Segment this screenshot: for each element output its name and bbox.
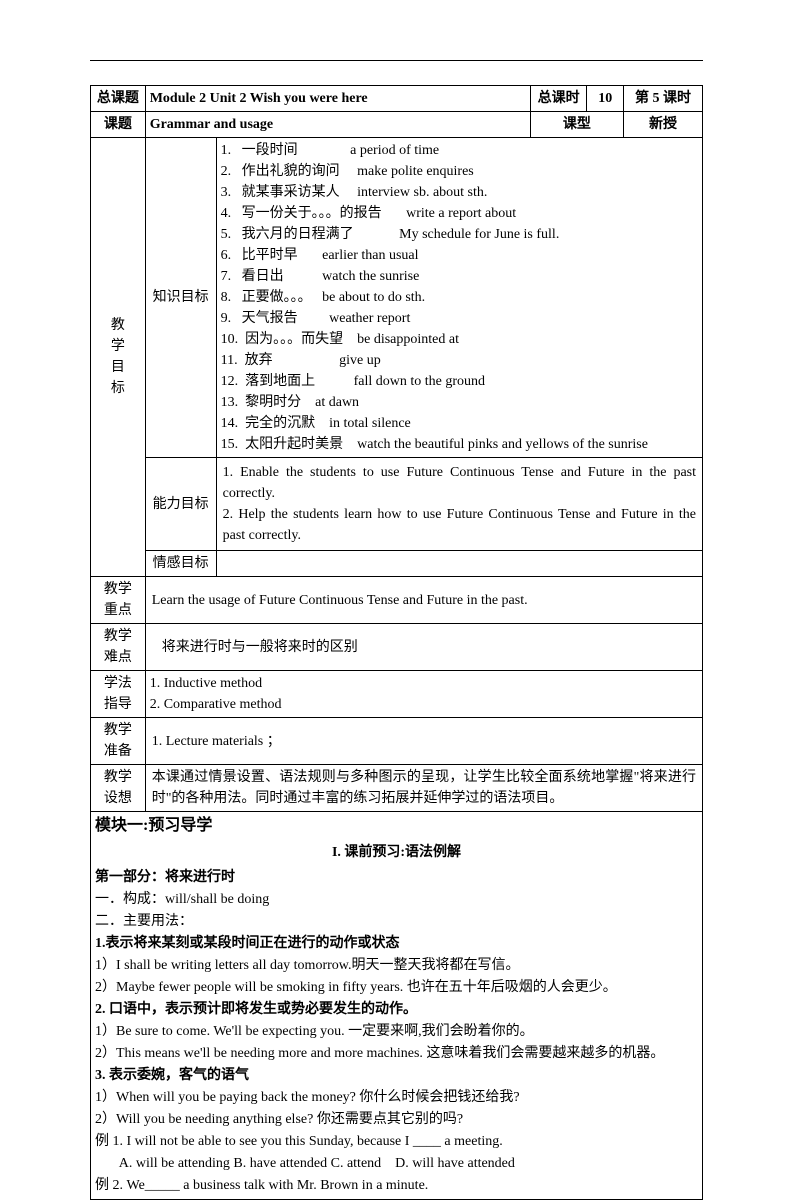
shexiang-text: 本课通过情景设置、语法规则与多种图示的呈现，让学生比较全面系统地掌握"将来进行时… bbox=[145, 765, 702, 812]
u1-title: 1.表示将来某刻或某段时间正在进行的动作或状态 bbox=[95, 933, 698, 954]
nandian-label: 教学难点 bbox=[91, 624, 146, 671]
kexing-label: 课型 bbox=[530, 112, 623, 138]
nandian-text: 将来进行时与一般将来时的区别 bbox=[145, 624, 702, 671]
u2-1: 1）Be sure to come. We'll be expecting yo… bbox=[95, 1021, 698, 1042]
zhunbei-text: 1. Lecture materials ； bbox=[145, 718, 702, 765]
nengli-line: 1. Enable the students to use Future Con… bbox=[223, 462, 696, 504]
nengli-text: 1. Enable the students to use Future Con… bbox=[216, 458, 702, 551]
u2-title: 2. 口语中，表示预计即将发生或势必要发生的动作。 bbox=[95, 999, 698, 1020]
vocab-item: 12. 落到地面上 fall down to the ground bbox=[221, 371, 698, 392]
vocab-item: 10. 因为。。。而失望 be disappointed at bbox=[221, 329, 698, 350]
lesson-table: 总课题 Module 2 Unit 2 Wish you were here 总… bbox=[90, 85, 703, 1200]
qinggan-text bbox=[216, 551, 702, 577]
qinggan-label: 情感目标 bbox=[145, 551, 216, 577]
module-title: Module 2 Unit 2 Wish you were here bbox=[145, 86, 530, 112]
vocab-item: 5. 我六月的日程满了 My schedule for June is full… bbox=[221, 224, 698, 245]
vocab-item: 14. 完全的沉默 in total silence bbox=[221, 413, 698, 434]
vocab-item: 7. 看日出 watch the sunrise bbox=[221, 266, 698, 287]
u2-2: 2）This means we'll be needing more and m… bbox=[95, 1043, 698, 1064]
vocab-item: 2. 作出礼貌的询问 make polite enquires bbox=[221, 161, 698, 182]
table-row: 课题 Grammar and usage 课型 新授 bbox=[91, 112, 703, 138]
xuefa-text: 1. Inductive method2. Comparative method bbox=[145, 671, 702, 718]
module1-title: 模块一:预习导学 bbox=[95, 814, 698, 838]
module1-cell: 模块一:预习导学 I. 课前预习:语法例解 第一部分：将来进行时 一．构成：wi… bbox=[91, 812, 703, 1200]
xuefa-line: 1. Inductive method bbox=[150, 673, 698, 694]
vocab-cell: 1. 一段时间 a period of time2. 作出礼貌的询问 make … bbox=[216, 138, 702, 458]
zongketi-label: 总课题 bbox=[91, 86, 146, 112]
di-keshi: 第 5 课时 bbox=[623, 86, 702, 112]
part1-label: 第一部分：将来进行时 bbox=[95, 867, 698, 888]
ex1: 例 1. I will not be able to see you this … bbox=[95, 1131, 698, 1152]
table-row: 学法指导 1. Inductive method2. Comparative m… bbox=[91, 671, 703, 718]
nengli-label: 能力目标 bbox=[145, 458, 216, 551]
usage-label: 二．主要用法： bbox=[95, 911, 698, 932]
u3-title: 3. 表示委婉，客气的语气 bbox=[95, 1065, 698, 1086]
u3-1: 1）When will you be paying back the money… bbox=[95, 1087, 698, 1108]
table-row: 情感目标 bbox=[91, 551, 703, 577]
zongkeshi-label: 总课时 bbox=[530, 86, 587, 112]
vocab-item: 3. 就某事采访某人 interview sb. about sth. bbox=[221, 182, 698, 203]
table-row: 教学设想 本课通过情景设置、语法规则与多种图示的呈现，让学生比较全面系统地掌握"… bbox=[91, 765, 703, 812]
vocab-item: 9. 天气报告 weather report bbox=[221, 308, 698, 329]
zhunbei-label: 教学准备 bbox=[91, 718, 146, 765]
zhishi-label: 知识目标 bbox=[145, 138, 216, 458]
u1-2: 2）Maybe fewer people will be smoking in … bbox=[95, 977, 698, 998]
page: 总课题 Module 2 Unit 2 Wish you were here 总… bbox=[0, 0, 793, 1122]
vocab-item: 13. 黎明时分 at dawn bbox=[221, 392, 698, 413]
top-rule bbox=[90, 60, 703, 61]
table-row: 模块一:预习导学 I. 课前预习:语法例解 第一部分：将来进行时 一．构成：wi… bbox=[91, 812, 703, 1200]
keti-label: 课题 bbox=[91, 112, 146, 138]
table-row: 教学准备 1. Lecture materials ； bbox=[91, 718, 703, 765]
table-row: 能力目标 1. Enable the students to use Futur… bbox=[91, 458, 703, 551]
table-row: 总课题 Module 2 Unit 2 Wish you were here 总… bbox=[91, 86, 703, 112]
zongkeshi-value: 10 bbox=[587, 86, 623, 112]
u1-1: 1）I shall be writing letters all day tom… bbox=[95, 955, 698, 976]
zhongdian-text: Learn the usage of Future Continuous Ten… bbox=[145, 577, 702, 624]
xuefa-line: 2. Comparative method bbox=[150, 694, 698, 715]
shexiang-label: 教学设想 bbox=[91, 765, 146, 812]
table-row: 教学难点 将来进行时与一般将来时的区别 bbox=[91, 624, 703, 671]
vocab-item: 1. 一段时间 a period of time bbox=[221, 140, 698, 161]
keti-value: Grammar and usage bbox=[145, 112, 530, 138]
zhongdian-label: 教学重点 bbox=[91, 577, 146, 624]
ex1-opts: A. will be attending B. have attended C.… bbox=[95, 1153, 698, 1174]
vocab-item: 6. 比平时早 earlier than usual bbox=[221, 245, 698, 266]
vocab-item: 4. 写一份关于。。。的报告 write a report about bbox=[221, 203, 698, 224]
vocab-item: 8. 正要做。。。 be about to do sth. bbox=[221, 287, 698, 308]
nengli-line: 2. Help the students learn how to use Fu… bbox=[223, 504, 696, 546]
gc-label: 一．构成：will/shall be doing bbox=[95, 889, 698, 910]
table-row: 教学目标 知识目标 1. 一段时间 a period of time2. 作出礼… bbox=[91, 138, 703, 458]
u3-2: 2）Will you be needing anything else? 你还需… bbox=[95, 1109, 698, 1130]
vocab-item: 11. 放弃 give up bbox=[221, 350, 698, 371]
kexing-value: 新授 bbox=[623, 112, 702, 138]
goals-main-label: 教学目标 bbox=[91, 138, 146, 577]
vocab-item: 15. 太阳升起时美景 watch the beautiful pinks an… bbox=[221, 434, 698, 455]
ex2: 例 2. We_____ a business talk with Mr. Br… bbox=[95, 1175, 698, 1196]
xuefa-label: 学法指导 bbox=[91, 671, 146, 718]
module1-subtitle: I. 课前预习:语法例解 bbox=[95, 842, 698, 863]
table-row: 教学重点 Learn the usage of Future Continuou… bbox=[91, 577, 703, 624]
